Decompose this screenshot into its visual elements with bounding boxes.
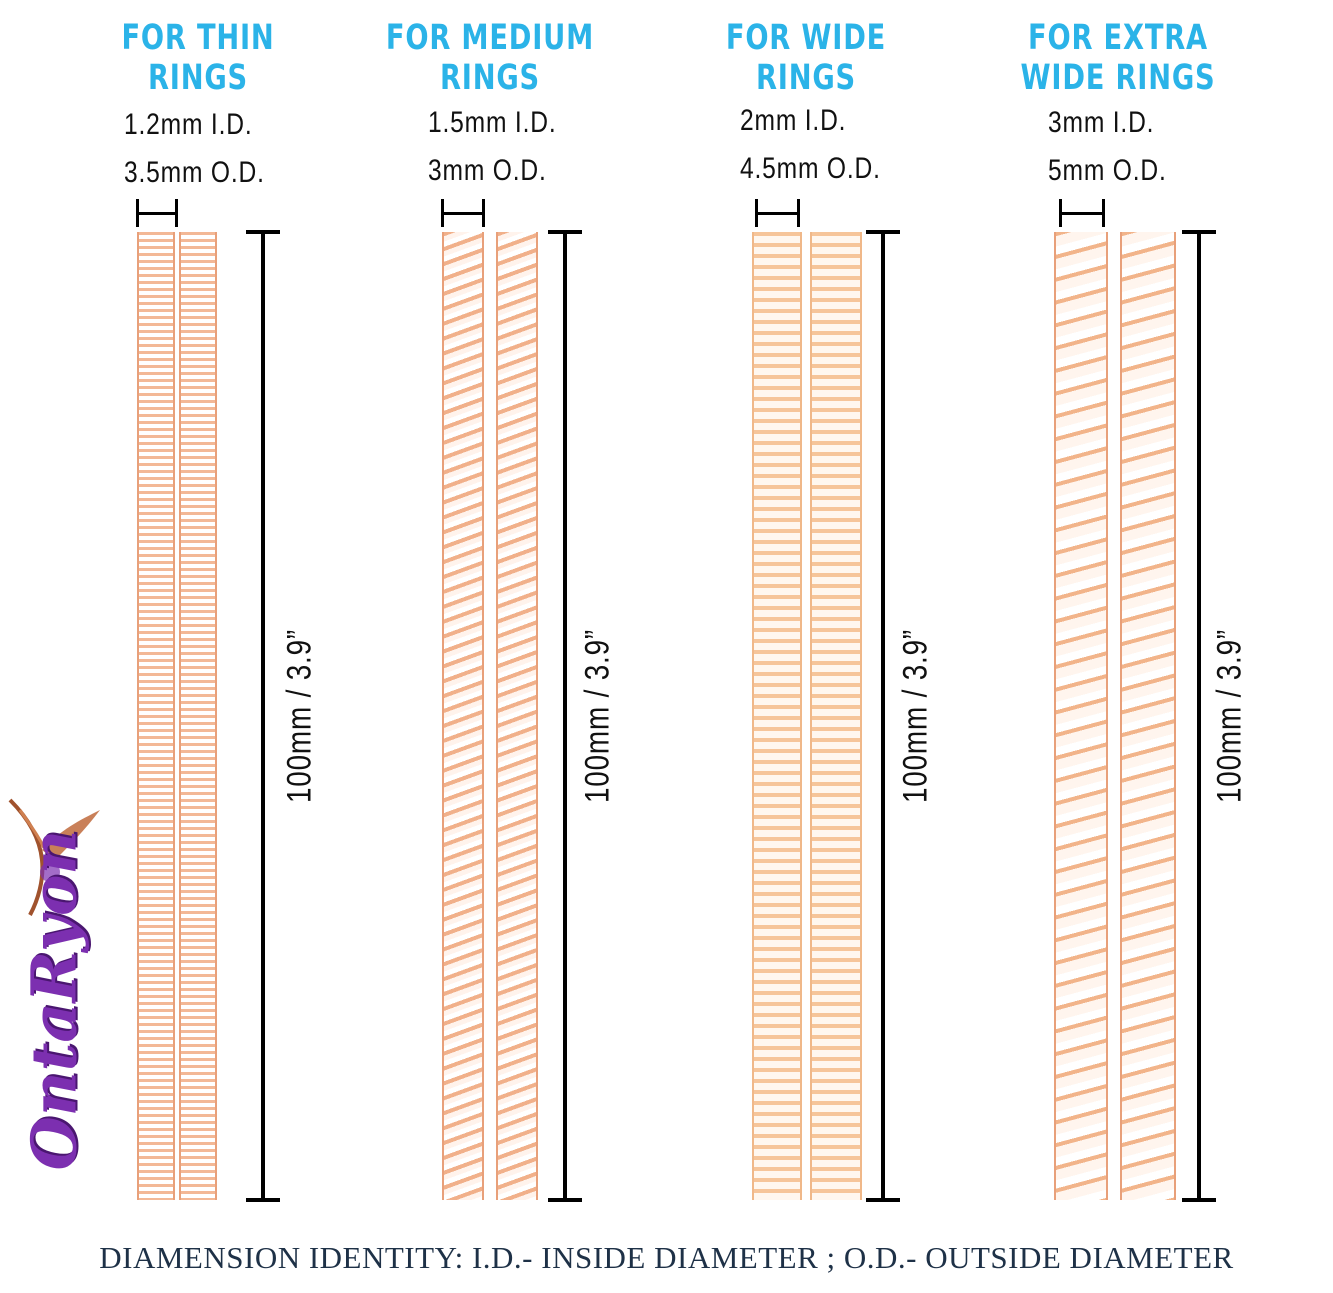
title-line-2: WIDE RINGS	[1020, 58, 1216, 98]
title-line-2: RINGS	[147, 58, 248, 98]
title-line-1: FOR MEDIUM	[385, 18, 595, 58]
outside-diameter-label: 3mm O.D.	[428, 154, 547, 187]
inside-diameter-label: 1.2mm I.D.	[124, 108, 253, 141]
logo-wordmark: OntaRyon	[17, 829, 91, 1171]
inside-diameter-label: 2mm I.D.	[740, 104, 847, 137]
spring-left	[752, 232, 802, 1200]
length-label: 100mm / 3.9”	[280, 628, 319, 804]
spring-left	[442, 232, 484, 1200]
column-title: FOR WIDE RINGS	[681, 18, 931, 98]
length-marker-bottom-cap	[866, 1198, 900, 1202]
width-marker	[441, 212, 485, 215]
length-marker	[881, 232, 885, 1200]
inside-diameter-label: 3mm I.D.	[1048, 106, 1155, 139]
width-marker	[136, 212, 178, 215]
column-medium-rings: FOR MEDIUM RINGS	[330, 0, 650, 1240]
spring-right	[496, 232, 538, 1200]
width-marker-right-cap	[175, 199, 178, 227]
footer-caption: DIAMENSION IDENTITY: I.D.- INSIDE DIAMET…	[99, 1240, 1234, 1275]
spring-right	[1120, 232, 1176, 1200]
inside-diameter-label: 1.5mm I.D.	[428, 106, 557, 139]
column-extra-wide-rings: FOR EXTRA WIDE RINGS	[958, 0, 1278, 1240]
length-label: 100mm / 3.9”	[578, 628, 617, 804]
hummingbird-icon	[8, 798, 100, 916]
length-marker	[1197, 232, 1201, 1200]
outside-diameter-label: 4.5mm O.D.	[740, 152, 881, 185]
title-line-2: RINGS	[439, 58, 540, 98]
title-line-2: RINGS	[755, 58, 856, 98]
title-line-1: FOR WIDE	[725, 18, 887, 58]
spring-right	[179, 232, 217, 1200]
title-line-1: FOR EXTRA	[1028, 18, 1208, 58]
outside-diameter-label: 3.5mm O.D.	[124, 156, 265, 189]
length-label: 100mm / 3.9”	[896, 628, 935, 804]
spring-left	[137, 232, 175, 1200]
outside-diameter-label: 5mm O.D.	[1048, 154, 1167, 187]
width-marker	[755, 212, 800, 215]
width-marker	[1059, 212, 1105, 215]
column-title: FOR THIN RINGS	[73, 18, 323, 98]
length-label: 100mm / 3.9”	[1210, 628, 1249, 804]
column-thin-rings: FOR THIN RINGS	[38, 0, 358, 1240]
width-marker-right-cap	[482, 199, 485, 227]
length-marker-bottom-cap	[1182, 1198, 1216, 1202]
width-marker-right-cap	[797, 199, 800, 227]
column-wide-rings: FOR WIDE RINGS	[646, 0, 966, 1240]
length-marker-bottom-cap	[548, 1198, 582, 1202]
spring-left	[1054, 232, 1108, 1200]
length-marker-bottom-cap	[246, 1198, 280, 1202]
length-marker	[563, 232, 567, 1200]
column-title: FOR MEDIUM RINGS	[365, 18, 615, 98]
spring-right	[810, 232, 862, 1200]
length-marker	[261, 232, 265, 1200]
width-marker-right-cap	[1102, 199, 1105, 227]
title-line-1: FOR THIN	[121, 18, 275, 58]
column-title: FOR EXTRA WIDE RINGS	[993, 18, 1243, 98]
brand-logo: OntaRyon	[0, 790, 110, 1210]
